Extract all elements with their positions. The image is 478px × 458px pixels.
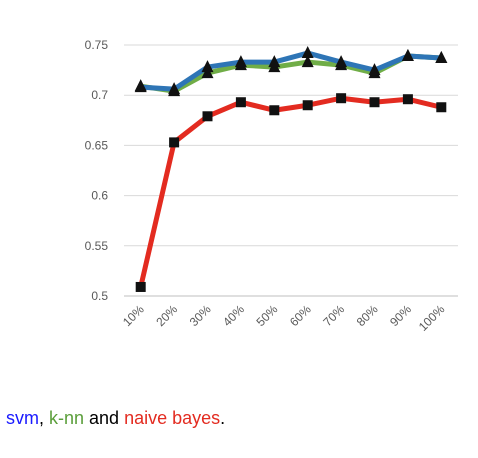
x-axis-ticks: 10% 20% 30% 40% 50% 60% 70% 80% 90% 100%: [120, 302, 448, 334]
marker-svm: [168, 82, 181, 95]
marker-svm: [335, 55, 348, 68]
marker-svm: [268, 55, 281, 68]
x-tick-label: 10%: [120, 302, 147, 329]
gridlines: [124, 44, 458, 297]
marker-knn: [301, 55, 314, 68]
x-tick-label: 20%: [153, 302, 180, 329]
caption-naive-bayes: naive bayes: [124, 408, 221, 428]
caption-separator: ,: [39, 408, 50, 428]
x-tick-label: 30%: [187, 302, 214, 329]
y-axis-ticks: 0.5 0.55 0.6 0.65 0.7 0.75: [85, 38, 109, 303]
series-line-nb: [138, 95, 444, 290]
x-tick-label: 70%: [320, 302, 347, 329]
marker-knn: [201, 66, 214, 79]
marker-svm: [301, 46, 314, 59]
marker-svm: [435, 51, 448, 64]
marker-svm: [368, 63, 381, 76]
x-tick-label: 90%: [387, 302, 414, 329]
marker-nb: [302, 100, 313, 111]
y-tick-label: 0.65: [85, 138, 109, 152]
y-tick-label: 0.6: [91, 189, 108, 203]
y-tick-label: 0.75: [85, 38, 109, 52]
line-chart: 0.5 0.55 0.6 0.65 0.7 0.75 10% 20% 30% 40% 50% 60%…: [85, 38, 458, 334]
marker-nb: [202, 111, 213, 122]
series-markers: [134, 46, 448, 292]
caption-period: .: [220, 408, 226, 428]
series-line-svm: [138, 50, 444, 92]
caption-svm: svm: [6, 408, 39, 428]
marker-svm: [134, 80, 147, 93]
marker-svm: [201, 60, 214, 73]
x-tick-label: 50%: [254, 302, 281, 329]
series-lines: [138, 50, 444, 290]
caption-knn: k-nn: [49, 408, 85, 428]
marker-nb: [169, 137, 180, 148]
x-tick-label: 40%: [220, 302, 247, 329]
caption-separator: and: [84, 408, 125, 428]
x-tick-label: 80%: [354, 302, 381, 329]
y-tick-label: 0.55: [85, 239, 109, 253]
x-tick-label: 100%: [416, 302, 448, 334]
marker-nb: [235, 97, 246, 108]
marker-svm: [401, 49, 414, 62]
y-tick-label: 0.5: [91, 289, 108, 303]
marker-nb: [336, 93, 347, 104]
marker-nb: [135, 281, 146, 292]
marker-svm: [234, 55, 247, 68]
marker-nb: [369, 97, 380, 108]
y-tick-label: 0.7: [91, 88, 108, 102]
marker-nb: [269, 105, 280, 116]
marker-nb: [402, 94, 413, 105]
figure-caption: svm, k-nn and naive bayes.: [6, 408, 225, 429]
x-tick-label: 60%: [287, 302, 314, 329]
marker-nb: [436, 102, 447, 113]
